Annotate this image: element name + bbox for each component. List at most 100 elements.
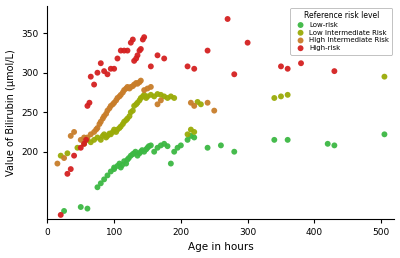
- High-risk: [130, 37, 136, 42]
- High-risk: [331, 69, 338, 73]
- Low-risk: [174, 146, 181, 150]
- Low-risk: [111, 165, 117, 170]
- Low-risk: [104, 173, 111, 178]
- Low-risk: [61, 209, 67, 213]
- Low Intermediate Risk: [158, 93, 164, 97]
- Low Intermediate Risk: [128, 110, 134, 114]
- High Intermediate Risk: [101, 114, 107, 118]
- High-risk: [278, 64, 284, 68]
- High Intermediate Risk: [136, 80, 143, 84]
- Low Intermediate Risk: [381, 75, 388, 79]
- High-risk: [184, 64, 191, 68]
- High Intermediate Risk: [123, 86, 129, 91]
- Low-risk: [139, 148, 145, 152]
- High Intermediate Risk: [84, 135, 91, 140]
- High Intermediate Risk: [116, 94, 123, 99]
- Low-risk: [78, 205, 84, 209]
- Low Intermediate Risk: [164, 96, 171, 100]
- High Intermediate Risk: [138, 78, 144, 83]
- Low Intermediate Risk: [100, 134, 106, 138]
- High-risk: [91, 83, 97, 87]
- Low-risk: [148, 143, 154, 148]
- Low Intermediate Risk: [114, 127, 121, 132]
- High-risk: [68, 167, 74, 171]
- High-risk: [231, 72, 238, 76]
- High-risk: [88, 75, 94, 79]
- High Intermediate Risk: [78, 138, 84, 142]
- Low-risk: [119, 163, 125, 167]
- Low-risk: [138, 150, 144, 154]
- High Intermediate Risk: [96, 122, 103, 126]
- High-risk: [140, 37, 146, 42]
- Low Intermediate Risk: [118, 124, 124, 128]
- Low Intermediate Risk: [58, 154, 64, 158]
- Low-risk: [284, 138, 291, 142]
- High Intermediate Risk: [211, 109, 218, 113]
- High Intermediate Risk: [120, 90, 126, 94]
- Low Intermediate Risk: [188, 127, 194, 132]
- High Intermediate Risk: [128, 85, 134, 89]
- High-risk: [98, 61, 104, 65]
- High Intermediate Risk: [130, 84, 136, 88]
- High-risk: [154, 53, 161, 57]
- Low-risk: [271, 138, 278, 142]
- High Intermediate Risk: [88, 132, 94, 136]
- Low-risk: [146, 144, 152, 148]
- High Intermediate Risk: [106, 106, 113, 110]
- Low-risk: [218, 143, 224, 148]
- Low Intermediate Risk: [121, 120, 127, 124]
- High Intermediate Risk: [110, 102, 116, 106]
- High Intermediate Risk: [148, 85, 154, 89]
- High-risk: [114, 57, 121, 61]
- Low Intermediate Risk: [134, 101, 141, 105]
- High Intermediate Risk: [91, 130, 97, 134]
- Low Intermediate Risk: [151, 94, 157, 99]
- Low Intermediate Risk: [271, 96, 278, 100]
- Low Intermediate Risk: [138, 96, 144, 100]
- High Intermediate Risk: [94, 126, 101, 130]
- Low-risk: [84, 206, 91, 211]
- High-risk: [118, 49, 124, 53]
- Low-risk: [111, 167, 117, 171]
- Low-risk: [128, 154, 134, 158]
- Low-risk: [108, 170, 114, 174]
- Low Intermediate Risk: [64, 151, 71, 155]
- Low Intermediate Risk: [191, 130, 198, 134]
- High-risk: [121, 49, 127, 53]
- High-risk: [124, 49, 131, 53]
- High Intermediate Risk: [71, 130, 77, 134]
- High-risk: [94, 71, 101, 75]
- Low Intermediate Risk: [84, 138, 91, 142]
- Low-risk: [124, 158, 131, 162]
- High-risk: [161, 57, 167, 61]
- High Intermediate Risk: [134, 82, 141, 86]
- High Intermediate Risk: [104, 109, 111, 113]
- Low Intermediate Risk: [126, 114, 133, 118]
- Low Intermediate Risk: [198, 102, 204, 106]
- High-risk: [83, 138, 89, 142]
- High Intermediate Risk: [154, 102, 161, 106]
- High-risk: [81, 142, 87, 146]
- Low Intermediate Risk: [171, 96, 177, 100]
- High Intermediate Risk: [68, 134, 74, 138]
- High-risk: [141, 35, 147, 39]
- Low Intermediate Risk: [94, 135, 101, 140]
- Low Intermediate Risk: [136, 98, 143, 102]
- High-risk: [58, 213, 64, 217]
- Low-risk: [98, 181, 104, 186]
- High Intermediate Risk: [111, 101, 117, 105]
- High-risk: [133, 57, 139, 61]
- Low Intermediate Risk: [133, 102, 139, 106]
- High Intermediate Risk: [93, 127, 99, 132]
- Low Intermediate Risk: [194, 100, 201, 104]
- High Intermediate Risk: [126, 86, 133, 91]
- High-risk: [108, 67, 114, 71]
- Low Intermediate Risk: [131, 104, 137, 108]
- Low Intermediate Risk: [110, 130, 116, 134]
- High Intermediate Risk: [113, 98, 119, 102]
- X-axis label: Age in hours: Age in hours: [188, 243, 254, 252]
- Low-risk: [144, 146, 151, 150]
- Low-risk: [130, 152, 136, 156]
- Low-risk: [141, 150, 147, 154]
- Low-risk: [231, 150, 238, 154]
